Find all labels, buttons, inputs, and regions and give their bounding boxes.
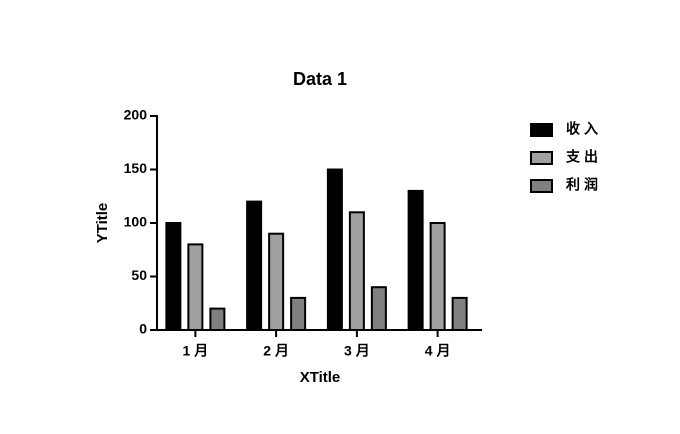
legend-label: 支出 [565, 149, 602, 165]
y-tick-label: 150 [124, 160, 148, 176]
bar [290, 296, 307, 331]
bar [407, 189, 424, 331]
bar [429, 222, 446, 331]
x-tick-label: 2 月 [263, 343, 289, 359]
x-tick-label: 1 月 [183, 343, 209, 359]
bar [209, 307, 226, 332]
bar [370, 286, 387, 332]
bar [326, 168, 343, 331]
y-tick-label: 200 [124, 107, 148, 123]
legend-label: 收入 [566, 121, 602, 137]
legend-swatch [530, 151, 553, 165]
bar [268, 232, 285, 331]
bar [187, 243, 204, 331]
x-axis-title: XTitle [300, 369, 341, 386]
y-tick-label: 0 [139, 321, 147, 337]
bar [348, 211, 365, 331]
y-tick-label: 100 [124, 214, 148, 230]
chart-title: Data 1 [293, 69, 347, 89]
bar [451, 296, 468, 331]
legend-label: 利润 [566, 177, 602, 193]
legend-swatch [530, 123, 553, 137]
y-tick-label: 50 [131, 267, 147, 283]
x-tick-label: 3 月 [344, 343, 370, 359]
legend-swatch [530, 179, 553, 193]
y-axis-title: YTitle [94, 203, 111, 244]
bar [165, 222, 182, 331]
x-tick-label: 4 月 [425, 343, 451, 359]
bar [246, 200, 263, 331]
